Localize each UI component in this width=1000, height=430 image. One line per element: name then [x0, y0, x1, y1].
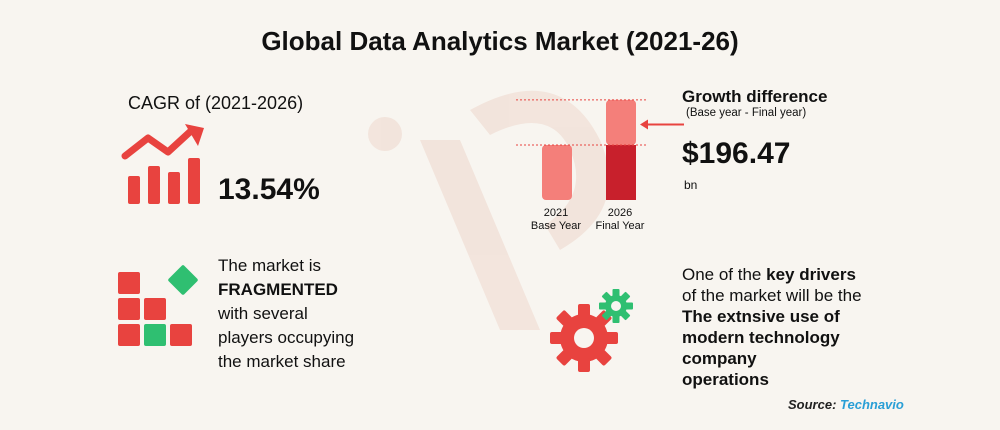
- fragmentation-line1: The market is: [218, 256, 321, 275]
- source-brand: Technavio: [840, 397, 904, 412]
- growth-difference-title: Growth difference: [682, 87, 828, 106]
- source-credit: Source: Technavio: [788, 397, 904, 412]
- drivers-line1-prefix: One of the: [682, 265, 767, 284]
- x-tick-year-2021: 2021: [543, 207, 569, 219]
- drivers-bold-line2: modern technology: [682, 328, 840, 347]
- drivers-line2: of the market will be the: [682, 286, 862, 305]
- fragmentation-text: The market is FRAGMENTED with several pl…: [218, 254, 438, 374]
- bar-2026-base: [606, 145, 636, 200]
- drivers-bold-line4: operations: [682, 370, 769, 389]
- drivers-bold-line1: The extnsive use of: [682, 307, 840, 326]
- fragmented-blocks-icon: [118, 265, 198, 346]
- x-tick-sub-2021: Base Year: [530, 220, 582, 232]
- cagr-value: 13.54%: [218, 173, 320, 206]
- gears-icon: [550, 289, 633, 372]
- drivers-key-drivers: key drivers: [766, 265, 856, 284]
- bar-2026-increment: [606, 99, 636, 145]
- x-tick-label-2021: 2021 Base Year: [516, 207, 596, 233]
- x-tick-label-2026: 2026 Final Year: [580, 207, 660, 233]
- drivers-bold-line3: company: [682, 349, 757, 368]
- page-title: Global Data Analytics Market (2021-26): [261, 26, 739, 56]
- key-drivers-text: One of the key drivers of the market wil…: [682, 264, 942, 390]
- bar-2021: [542, 145, 572, 200]
- x-tick-year-2026: 2026: [607, 207, 633, 219]
- source-label: Source:: [788, 397, 837, 412]
- growth-difference-value: $196.47: [682, 137, 791, 170]
- fragmentation-line5: the market share: [218, 352, 346, 371]
- fragmentation-status: FRAGMENTED: [218, 280, 338, 299]
- growth-difference-unit: bn: [684, 178, 698, 192]
- x-tick-sub-2026: Final Year: [595, 220, 645, 232]
- growth-arrow-head: [640, 119, 648, 130]
- fragmentation-line4: players occupying: [218, 328, 355, 347]
- growth-bar-chart: [516, 99, 684, 200]
- drivers-line1: One of the key drivers: [682, 264, 942, 285]
- fragmentation-line3: with several: [218, 304, 308, 323]
- cagr-label: CAGR of (2021-2026): [128, 93, 304, 113]
- growth-difference-subtitle: (Base year - Final year): [686, 107, 807, 119]
- growth-chart-icon: [121, 124, 204, 204]
